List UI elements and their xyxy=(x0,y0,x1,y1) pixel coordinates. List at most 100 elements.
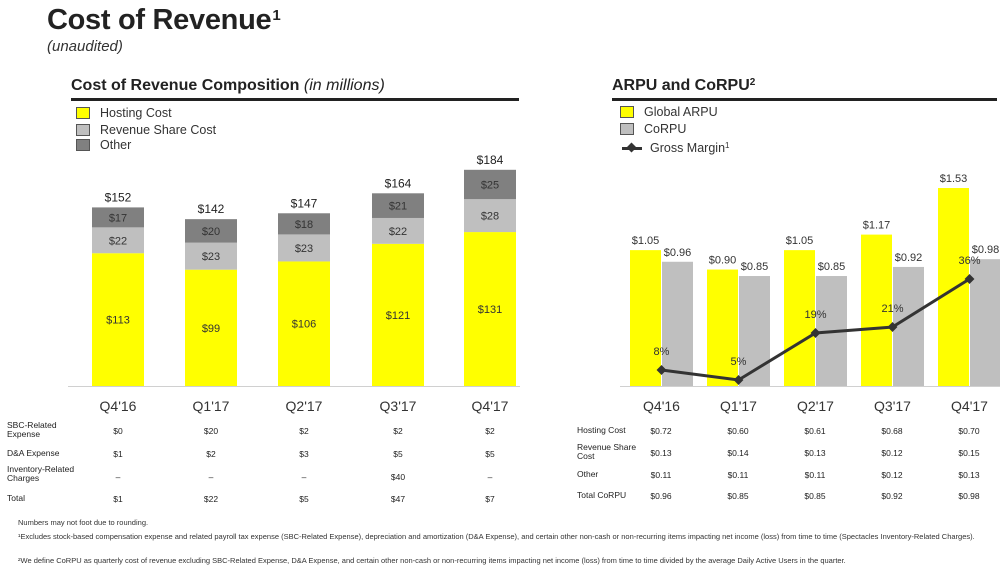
bar-value-label: $1.53 xyxy=(940,173,968,185)
bar-value-label: $21 xyxy=(389,201,407,213)
right-table-cell: $0.14 xyxy=(727,448,749,458)
right-chart-title: ARPU and CoRPU2 xyxy=(612,77,755,95)
bar-corpu xyxy=(970,259,1000,386)
bar-total-label: $142 xyxy=(198,202,225,216)
bar-value-label: $1.17 xyxy=(863,220,891,232)
bar-corpu xyxy=(662,261,693,386)
bar-value-label: $23 xyxy=(202,251,220,263)
bar-segment-hosting-cost xyxy=(185,269,237,386)
left-table-row-label: SBC-Related Expense xyxy=(7,420,57,439)
right-table-row-label: Total CoRPU xyxy=(577,490,627,500)
right-table-cell: $0.60 xyxy=(727,426,749,436)
bar-corpu xyxy=(739,276,770,386)
bar-segment-other xyxy=(92,207,144,228)
bar-segment-hosting-cost xyxy=(464,232,516,386)
left-table-cell: $5 xyxy=(393,449,403,459)
bar-value-label: $0.96 xyxy=(664,247,692,259)
legend-label-revshare: Revenue Share Cost xyxy=(100,123,217,137)
x-tick-label: Q3'17 xyxy=(874,398,911,414)
bar-value-label: $23 xyxy=(295,243,313,255)
bar-segment-other xyxy=(278,213,330,235)
right-table-cell: $0.72 xyxy=(650,426,672,436)
bar-value-label: $131 xyxy=(478,304,502,316)
bar-segment-other xyxy=(372,193,424,218)
right-corpu-table: Hosting Cost $0.72 $0.60 $0.61 $0.68 $0.70 Rev… xyxy=(577,426,980,502)
right-table-cell: $0.85 xyxy=(727,491,749,501)
right-table-cell: $0.98 xyxy=(958,491,980,501)
left-chart-title-text: Cost of Revenue Composition xyxy=(71,77,300,94)
right-table-cell: $0.11 xyxy=(727,470,749,480)
legend-label-arpu: Global ARPU xyxy=(644,105,718,119)
left-table-cell: $2 xyxy=(393,426,403,436)
bar-segment-revenue-share-cost xyxy=(464,199,516,233)
legend-swatch-revshare xyxy=(76,124,90,136)
x-tick-label: Q1'17 xyxy=(720,398,757,414)
bar-global-arpu xyxy=(707,269,738,386)
bar-value-label: $121 xyxy=(386,310,410,322)
legend-item-other: Other xyxy=(76,138,216,152)
left-table-cell: – xyxy=(115,472,121,482)
legend-swatch-corpu xyxy=(620,123,634,135)
gross-margin-label: 21% xyxy=(881,303,903,315)
bar-global-arpu xyxy=(938,188,969,386)
bar-value-label: $0.85 xyxy=(741,261,769,273)
bar-value-label: $28 xyxy=(481,211,499,223)
legend-line-gross-margin-icon xyxy=(622,146,642,150)
x-tick-label: Q3'17 xyxy=(380,398,417,414)
bar-value-label: $17 xyxy=(109,212,127,224)
left-table-cell: – xyxy=(487,472,493,482)
right-table-cell: $0.13 xyxy=(958,470,980,480)
legend-label-corpu: CoRPU xyxy=(644,122,687,136)
legend-gross-margin-sup: 1 xyxy=(725,141,730,150)
right-table-cell: $0.92 xyxy=(881,491,903,501)
bar-global-arpu xyxy=(630,250,661,386)
left-table-cell: $2 xyxy=(299,426,309,436)
legend-swatch-other xyxy=(76,139,90,151)
bar-value-label: $20 xyxy=(202,226,220,238)
bar-value-label: $0.90 xyxy=(709,255,737,267)
right-legend: Global ARPU CoRPU Gross Margin 1 xyxy=(620,105,729,155)
x-tick-label: Q1'17 xyxy=(193,398,230,414)
bar-segment-other xyxy=(185,219,237,243)
left-chart-title: Cost of Revenue Composition (in millions… xyxy=(71,77,385,95)
left-table-cell: $22 xyxy=(203,494,219,504)
bar-value-label: $22 xyxy=(389,226,407,238)
left-legend: Hosting Cost Revenue Share Cost Other xyxy=(76,106,216,152)
legend-swatch-hosting xyxy=(76,107,90,119)
left-table-cell: $20 xyxy=(203,426,219,436)
right-table-cell: $0.70 xyxy=(958,426,980,436)
right-section-rule xyxy=(612,98,997,101)
right-table-cell: $0.11 xyxy=(650,470,672,480)
bar-segment-hosting-cost xyxy=(278,261,330,386)
footnote-2: ²We define CoRPU as quarterly cost of re… xyxy=(18,556,846,565)
bar-segment-hosting-cost xyxy=(372,243,424,386)
arpu-corpu-chart: $1.05 $0.96 Q4'16 $0.90 $0.85 Q1'17 $1.05 $0.85… xyxy=(620,173,1000,414)
bar-segment-revenue-share-cost xyxy=(278,234,330,262)
bar-segment-other xyxy=(464,169,516,200)
legend-item-revshare: Revenue Share Cost xyxy=(76,123,216,137)
page-title-sup: 1 xyxy=(272,7,281,24)
left-table-cell: $1 xyxy=(113,449,123,459)
right-table-row-label: Revenue Share Cost xyxy=(577,442,637,461)
gross-margin-marker xyxy=(733,375,744,385)
right-table-cell: $0.13 xyxy=(804,448,826,458)
left-table-cell: – xyxy=(208,472,214,482)
page-subtitle: (unaudited) xyxy=(47,38,123,55)
x-tick-label: Q4'17 xyxy=(472,398,509,414)
legend-label-gross-margin: Gross Margin xyxy=(650,141,726,155)
bar-total-label: $147 xyxy=(291,196,318,210)
gross-margin-label: 5% xyxy=(731,356,747,368)
legend-item-hosting: Hosting Cost xyxy=(76,106,216,120)
right-table-cell: $0.12 xyxy=(881,448,903,458)
legend-label-other: Other xyxy=(100,138,132,152)
left-table-cell: $1 xyxy=(113,494,123,504)
legend-label-hosting: Hosting Cost xyxy=(100,106,172,120)
left-table-cell: $7 xyxy=(485,494,495,504)
left-section-rule xyxy=(71,98,519,101)
left-table-cell: $47 xyxy=(390,494,406,504)
bar-value-label: $0.92 xyxy=(895,252,923,264)
bar-value-label: $113 xyxy=(106,315,130,327)
bar-value-label: $0.98 xyxy=(972,244,1000,256)
bar-total-label: $164 xyxy=(385,176,412,190)
left-chart-title-units: (in millions) xyxy=(303,77,385,94)
